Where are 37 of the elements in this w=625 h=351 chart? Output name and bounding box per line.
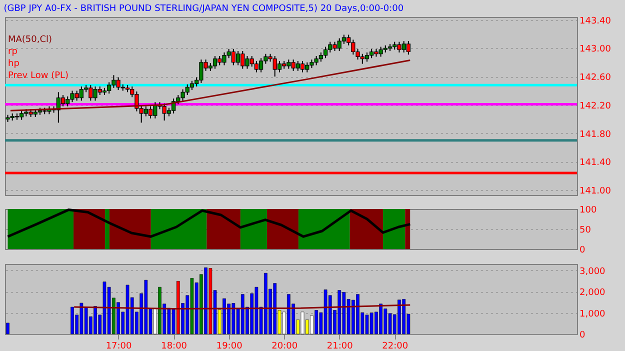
chart-title: (GBP JPY A0-FX - BRITISH POUND STERLING/JAPAN YEN COMPOSITE,5) 20 Days,0:00-0:00	[4, 4, 404, 14]
y-tick-label: 3,000	[580, 266, 606, 277]
x-tick-label: 18:00	[161, 342, 188, 351]
x-tick-label: 17:00	[106, 342, 132, 351]
x-tick-label: 19:00	[216, 342, 243, 351]
annotation: hp	[8, 59, 20, 69]
y-tick-label: 1,000	[580, 309, 606, 320]
text: MA(50,Cl)	[8, 35, 52, 45]
bar	[6, 322, 10, 334]
candlestick	[212, 56, 218, 70]
candlestick	[300, 60, 305, 73]
candlestick	[277, 60, 282, 73]
candlestick	[60, 94, 66, 107]
y-tick-label: 2,000	[580, 288, 606, 298]
annotation: Prev Low (PL)	[8, 71, 69, 81]
annotation: rp	[8, 47, 18, 57]
y-tick-label: 100	[580, 206, 597, 216]
candlestick	[323, 46, 328, 59]
y-tick-label: 50	[580, 226, 592, 236]
x-tick-label: 20:00	[272, 342, 298, 351]
y-tick-label: 0	[580, 330, 586, 340]
y-tick-label: 141.40	[580, 158, 612, 168]
candlestick	[406, 40, 410, 56]
line-series	[10, 60, 411, 112]
y-tick-label: 141.80	[580, 130, 612, 140]
y-tick-label: 143.40	[580, 16, 612, 26]
candlestick	[190, 80, 194, 91]
y-tick-label: 0	[580, 246, 586, 256]
x-tick-label: 22:00	[382, 342, 408, 351]
y-tick-label: 142.20	[580, 101, 612, 112]
y-tick-label: 143.00	[580, 44, 612, 55]
y-tick-label: 141.00	[580, 186, 612, 197]
y-tick-label: 142.60	[580, 73, 612, 84]
x-tick-label: 21:00	[326, 342, 354, 351]
candlestick	[148, 106, 153, 119]
candlestick	[254, 60, 259, 73]
candlestick	[364, 52, 370, 62]
